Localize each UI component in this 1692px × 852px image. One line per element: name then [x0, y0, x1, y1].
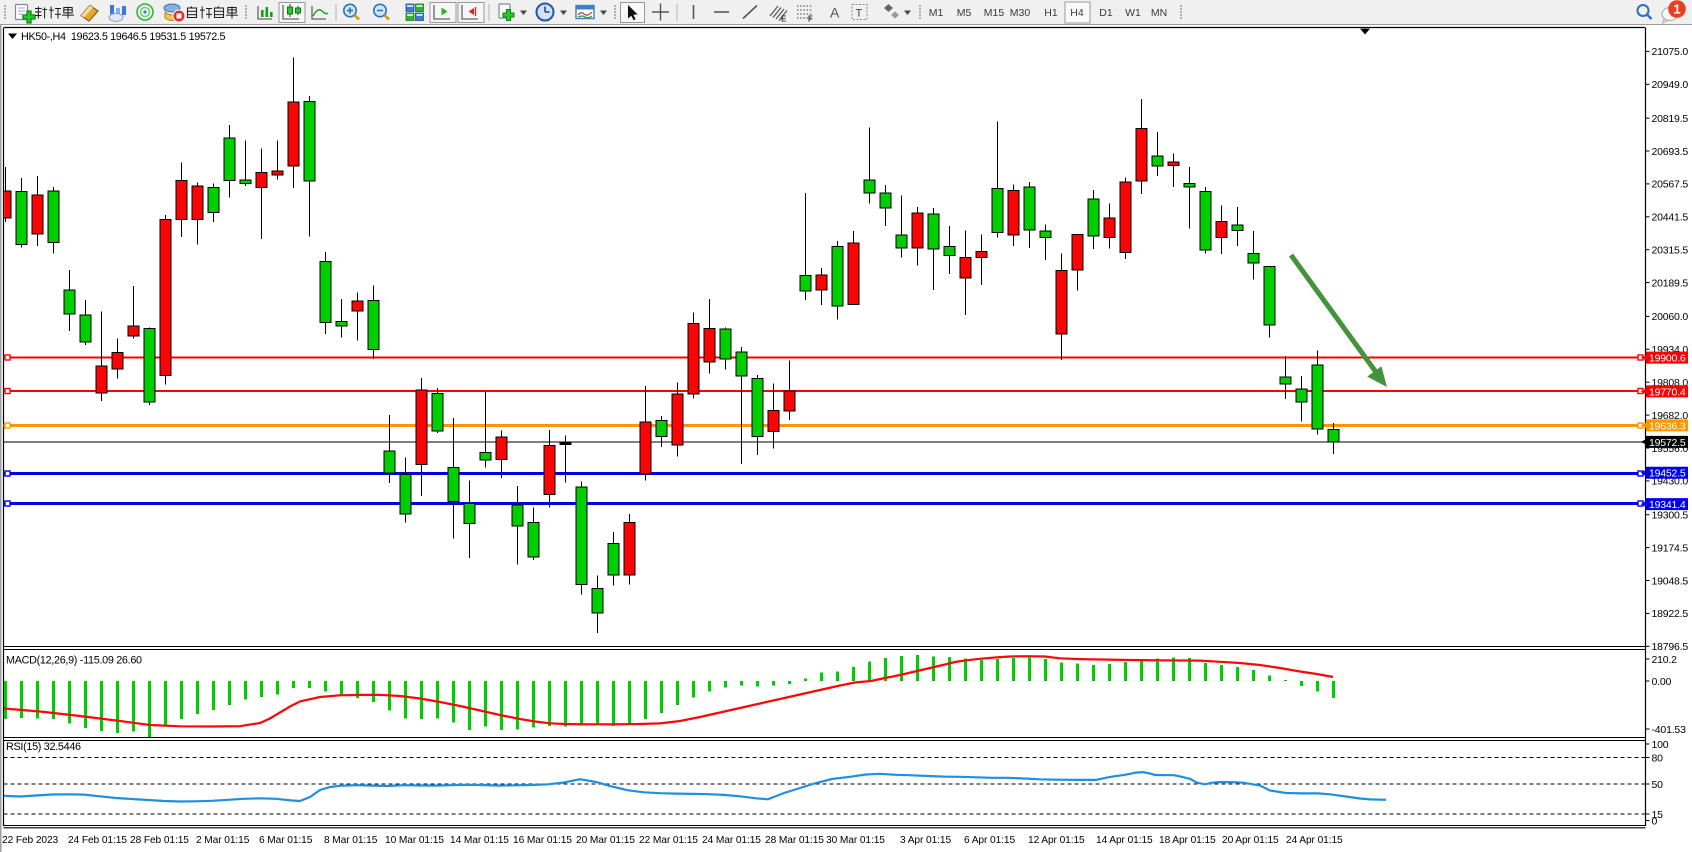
svg-text:28 Mar 01:15: 28 Mar 01:15 [765, 835, 824, 846]
svg-text:19048.5: 19048.5 [1652, 575, 1689, 587]
svg-text:MN: MN [1151, 7, 1167, 19]
svg-text:18922.5: 18922.5 [1652, 608, 1689, 620]
svg-text:2 Mar 01:15: 2 Mar 01:15 [196, 835, 250, 846]
svg-text:100: 100 [1652, 739, 1669, 751]
svg-text:12 Apr 01:15: 12 Apr 01:15 [1028, 835, 1085, 846]
svg-text:22 Mar 01:15: 22 Mar 01:15 [639, 835, 698, 846]
svg-text:20 Apr 01:15: 20 Apr 01:15 [1222, 835, 1279, 846]
svg-text:0: 0 [1652, 815, 1658, 827]
svg-text:6 Apr 01:15: 6 Apr 01:15 [964, 835, 1015, 846]
svg-text:RSI(15) 32.5446: RSI(15) 32.5446 [6, 741, 81, 753]
svg-text:20441.5: 20441.5 [1652, 212, 1689, 224]
svg-text:30 Mar 01:15: 30 Mar 01:15 [826, 835, 885, 846]
svg-text:24 Mar 01:15: 24 Mar 01:15 [702, 835, 761, 846]
svg-text:T: T [856, 8, 863, 20]
svg-text:20315.5: 20315.5 [1652, 245, 1689, 257]
svg-text:14 Apr 01:15: 14 Apr 01:15 [1096, 835, 1153, 846]
svg-text:M1: M1 [929, 7, 944, 19]
svg-text:20819.5: 20819.5 [1652, 113, 1689, 125]
svg-text:H1: H1 [1044, 7, 1058, 19]
svg-text:21075.0: 21075.0 [1652, 46, 1689, 58]
svg-text:19572.5: 19572.5 [1649, 437, 1686, 449]
svg-text:50: 50 [1652, 779, 1664, 791]
svg-text:18796.5: 18796.5 [1652, 641, 1689, 653]
svg-text:210.2: 210.2 [1652, 654, 1678, 666]
svg-text:3 Apr 01:15: 3 Apr 01:15 [900, 835, 951, 846]
svg-text:-401.53: -401.53 [1652, 724, 1687, 736]
svg-text:15: 15 [1652, 809, 1664, 821]
svg-text:MACD(12,26,9) -115.09 26.60: MACD(12,26,9) -115.09 26.60 [6, 655, 142, 667]
svg-text:22 Feb 2023: 22 Feb 2023 [2, 835, 59, 846]
svg-text:A: A [830, 5, 840, 21]
svg-text:20189.5: 20189.5 [1652, 277, 1689, 289]
svg-text:10 Mar 01:15: 10 Mar 01:15 [385, 835, 444, 846]
svg-text:HK50-,H4 19623.5 19646.5 1953: HK50-,H4 19623.5 19646.5 19531.5 19572.5 [21, 31, 226, 43]
svg-text:20949.0: 20949.0 [1652, 79, 1689, 91]
svg-text:14 Mar 01:15: 14 Mar 01:15 [450, 835, 509, 846]
svg-text:16 Mar 01:15: 16 Mar 01:15 [513, 835, 572, 846]
svg-text:19300.5: 19300.5 [1652, 510, 1689, 522]
svg-text:8 Mar 01:15: 8 Mar 01:15 [324, 835, 378, 846]
svg-text:H4: H4 [1070, 7, 1084, 19]
svg-text:24 Apr 01:15: 24 Apr 01:15 [1286, 835, 1343, 846]
svg-text:M30: M30 [1010, 7, 1031, 19]
svg-text:19900.6: 19900.6 [1649, 353, 1686, 365]
svg-text:6 Mar 01:15: 6 Mar 01:15 [259, 835, 313, 846]
svg-text:19174.5: 19174.5 [1652, 542, 1689, 554]
svg-text:80: 80 [1652, 752, 1664, 764]
svg-text:20060.0: 20060.0 [1652, 311, 1689, 323]
svg-text:M5: M5 [957, 7, 972, 19]
svg-text:0.00: 0.00 [1652, 676, 1672, 688]
svg-text:18 Apr 01:15: 18 Apr 01:15 [1159, 835, 1216, 846]
svg-text:D1: D1 [1099, 7, 1113, 19]
svg-text:1: 1 [1673, 2, 1680, 17]
svg-text:20567.5: 20567.5 [1652, 179, 1689, 191]
svg-text:19636.3: 19636.3 [1649, 420, 1686, 432]
svg-text:19341.4: 19341.4 [1649, 499, 1686, 511]
svg-text:20 Mar 01:15: 20 Mar 01:15 [576, 835, 635, 846]
svg-text:19770.4: 19770.4 [1649, 386, 1686, 398]
svg-text:M15: M15 [984, 7, 1005, 19]
svg-text:19682.0: 19682.0 [1652, 410, 1689, 422]
svg-text:28 Feb 01:15: 28 Feb 01:15 [130, 835, 189, 846]
svg-text:W1: W1 [1125, 7, 1141, 19]
svg-text:E: E [781, 15, 787, 24]
svg-text:19452.5: 19452.5 [1649, 468, 1686, 480]
svg-text:20693.5: 20693.5 [1652, 146, 1689, 158]
svg-text:F: F [808, 15, 813, 24]
svg-text:24 Feb 01:15: 24 Feb 01:15 [68, 835, 127, 846]
